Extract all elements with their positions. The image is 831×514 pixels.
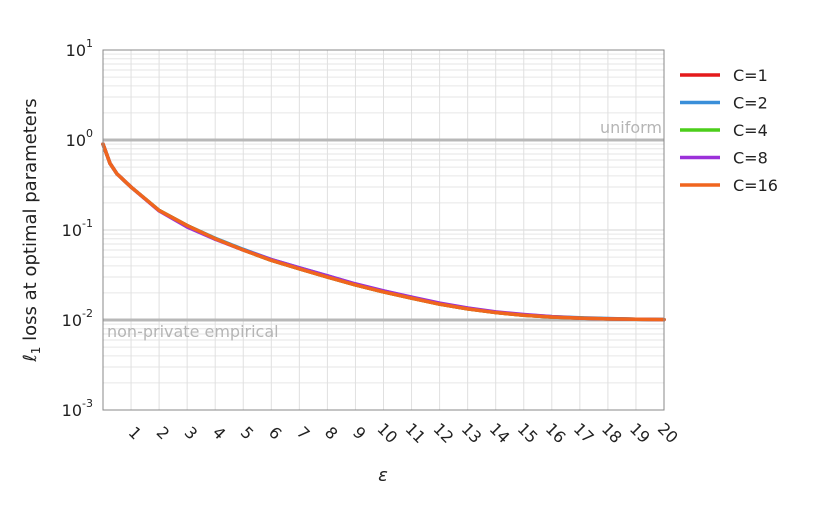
data-point — [241, 248, 245, 252]
data-point — [213, 237, 217, 241]
y-tick-label: 10-2 — [62, 307, 93, 330]
data-point — [185, 223, 189, 228]
reference-line-label: non-private empirical — [107, 322, 279, 341]
plot-frame — [102, 49, 665, 411]
x-tick-label: 2 — [153, 423, 174, 444]
y-axis-label-symbol: ℓ — [20, 354, 41, 362]
data-point — [269, 258, 273, 262]
data-point — [157, 208, 161, 213]
data-point — [634, 317, 638, 321]
y-axis-label: ℓ1 loss at optimal parameters — [20, 98, 43, 362]
x-tick-label: 15 — [514, 419, 542, 447]
y-tick-exponent: -2 — [82, 307, 93, 320]
y-tick-exponent: -3 — [82, 397, 93, 410]
y-axis-label-text: loss at optimal parameters — [20, 98, 41, 346]
y-tick-label: 101 — [66, 37, 93, 60]
legend: C=1 C=2 C=4 C=8 C=16 — [680, 66, 778, 195]
x-tick-label: 1 — [125, 423, 146, 444]
x-tick-label: 19 — [626, 419, 654, 447]
data-point — [108, 161, 112, 165]
data-point — [409, 296, 414, 300]
legend-label: C=16 — [733, 176, 778, 195]
data-point — [494, 310, 498, 315]
y-tick-base: 10 — [62, 401, 82, 420]
data-point — [129, 185, 133, 189]
x-tick-label: 14 — [486, 419, 514, 447]
y-axis-label-subscript: 1 — [29, 347, 43, 355]
x-tick-label: 12 — [430, 419, 458, 447]
x-axis-label: ε — [378, 465, 388, 486]
x-tick-labels: 1 2 3 4 5 6 7 8 9 10 11 12 13 14 15 16 17 18 19 20 — [125, 419, 682, 447]
grid — [103, 49, 665, 411]
reference-line-label: uniform — [600, 118, 662, 137]
reference-lines: uniform non-private empirical — [103, 118, 664, 341]
data-point — [522, 313, 526, 317]
data-point — [297, 267, 301, 271]
legend-label: C=8 — [733, 149, 768, 168]
data-point — [550, 315, 554, 319]
x-tick-label: 3 — [181, 423, 202, 444]
legend-label: C=2 — [733, 94, 768, 113]
x-tick-label: 4 — [209, 423, 230, 444]
x-tick-label: 5 — [237, 423, 258, 444]
y-tick-exponent: 0 — [86, 127, 93, 140]
x-tick-label: 10 — [373, 419, 401, 447]
data-point — [438, 302, 442, 306]
x-tick-label: 20 — [654, 419, 682, 447]
x-tick-label: 8 — [321, 423, 342, 444]
x-tick-label: 11 — [402, 419, 430, 447]
legend-label: C=4 — [733, 121, 768, 140]
x-tick-label: 13 — [458, 419, 486, 447]
y-tick-label: 10-1 — [62, 217, 93, 240]
y-tick-base: 10 — [62, 311, 82, 330]
y-tick-base: 10 — [66, 131, 86, 150]
x-tick-label: 6 — [265, 423, 286, 444]
x-tick-label: 17 — [570, 419, 598, 447]
data-point — [325, 275, 329, 279]
y-tick-exponent: -1 — [82, 217, 93, 230]
data-point — [115, 172, 119, 176]
y-tick-exponent: 1 — [86, 37, 93, 50]
x-tick-label: 7 — [293, 423, 314, 444]
legend-label: C=1 — [733, 66, 768, 85]
x-tick-label: 16 — [542, 419, 570, 447]
data-point — [578, 316, 582, 320]
y-tick-base: 10 — [62, 221, 82, 240]
y-tick-label: 100 — [66, 127, 93, 150]
series-lines — [101, 142, 666, 322]
y-tick-label: 10-3 — [62, 397, 93, 420]
data-point — [381, 290, 386, 294]
x-tick-label: 18 — [598, 419, 626, 447]
data-point — [466, 307, 470, 311]
x-tick-label: 9 — [349, 423, 370, 444]
data-point — [606, 317, 610, 321]
y-tick-base: 10 — [66, 41, 86, 60]
data-point — [353, 283, 358, 287]
